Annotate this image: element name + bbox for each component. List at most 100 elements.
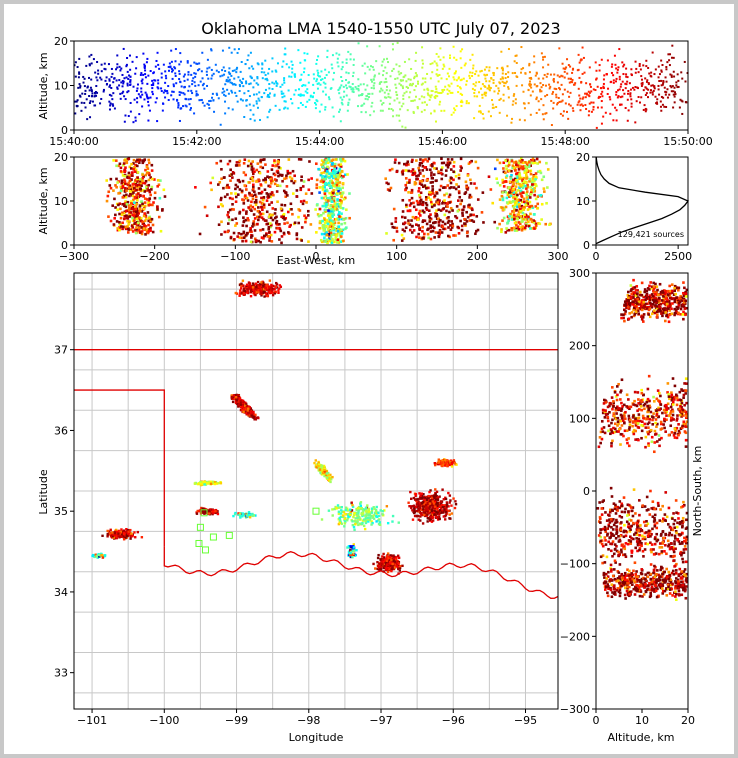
time-height-source bbox=[155, 59, 158, 62]
ew-height-source bbox=[330, 241, 334, 244]
time-height-source bbox=[429, 63, 432, 66]
ew-height-source bbox=[141, 176, 145, 180]
time-height-source bbox=[561, 93, 564, 96]
ew-height-source bbox=[306, 214, 310, 217]
time-height-ytick-label: 10 bbox=[54, 80, 68, 93]
ew-height-source bbox=[408, 204, 412, 207]
time-height-source bbox=[625, 67, 628, 70]
ew-height-source bbox=[520, 217, 524, 220]
time-height-source bbox=[247, 54, 250, 57]
time-height-source bbox=[431, 62, 434, 65]
ew-height-source bbox=[273, 159, 276, 162]
plan-view-source bbox=[429, 499, 432, 502]
time-height-source bbox=[303, 67, 306, 70]
time-height-source bbox=[257, 83, 260, 86]
ew-height-source bbox=[342, 239, 345, 243]
ew-height-source bbox=[474, 160, 478, 164]
time-height-source bbox=[529, 76, 532, 79]
ew-height-source bbox=[128, 211, 131, 214]
time-height-source bbox=[638, 101, 641, 104]
ew-height-source bbox=[287, 158, 291, 161]
ew-height-source bbox=[145, 228, 149, 231]
ew-height-source bbox=[335, 234, 338, 237]
ew-height-source bbox=[128, 190, 132, 193]
time-height-source bbox=[396, 41, 399, 44]
time-height-source bbox=[657, 76, 660, 79]
ew-height-source bbox=[469, 178, 472, 182]
ew-height-source bbox=[512, 161, 516, 164]
ew-height-source bbox=[437, 235, 441, 239]
plan-view-source bbox=[445, 501, 449, 504]
time-height-source bbox=[564, 67, 567, 70]
ew-height-source bbox=[329, 235, 333, 239]
ew-height-source bbox=[118, 220, 121, 224]
ew-height-source bbox=[241, 224, 245, 227]
ew-height-source bbox=[276, 160, 280, 163]
time-height-source bbox=[615, 67, 618, 70]
time-height-source bbox=[148, 109, 151, 112]
ew-height-source bbox=[532, 221, 536, 224]
time-height-source bbox=[681, 77, 684, 80]
ew-height-source bbox=[249, 162, 253, 166]
time-height-source bbox=[659, 100, 662, 103]
time-height-source bbox=[80, 101, 83, 104]
time-height-source bbox=[190, 89, 193, 92]
time-height-source bbox=[198, 99, 201, 102]
ew-height-source bbox=[418, 209, 422, 213]
time-height-source bbox=[157, 63, 160, 66]
ew-height-source bbox=[430, 174, 433, 177]
ew-height-source bbox=[411, 168, 415, 171]
plan-view-source bbox=[262, 291, 265, 294]
ew-height-source bbox=[135, 177, 139, 181]
ew-height-source bbox=[510, 200, 514, 204]
ew-height-source bbox=[432, 226, 436, 230]
ew-height-source bbox=[404, 177, 408, 180]
plan-view-source bbox=[234, 291, 238, 295]
time-height-source bbox=[266, 79, 269, 82]
ew-height-source bbox=[435, 167, 438, 170]
ew-height-source bbox=[445, 216, 449, 220]
time-height-source bbox=[680, 71, 683, 74]
ew-height-source bbox=[512, 178, 515, 182]
ew-height-source bbox=[139, 187, 143, 191]
ew-height-source bbox=[443, 199, 446, 202]
ew-height-source bbox=[340, 195, 343, 199]
ew-height-source bbox=[242, 171, 246, 174]
ew-height-source bbox=[147, 183, 151, 187]
ew-height-source bbox=[544, 222, 548, 226]
plan-view-source bbox=[329, 473, 332, 477]
time-height-source bbox=[609, 112, 612, 115]
ew-height-source bbox=[433, 161, 436, 165]
ew-height-source bbox=[305, 201, 308, 204]
ew-height-sources bbox=[105, 157, 552, 245]
ew-height-source bbox=[435, 179, 438, 182]
time-height-source bbox=[264, 59, 267, 62]
time-height-source bbox=[616, 71, 619, 74]
ew-height-source bbox=[134, 210, 138, 213]
time-height-source bbox=[678, 106, 681, 109]
time-height-source bbox=[660, 59, 663, 62]
time-height-source bbox=[345, 84, 348, 87]
ew-height-source bbox=[511, 166, 514, 170]
ew-height-source bbox=[341, 157, 345, 161]
ew-height-source bbox=[238, 188, 242, 191]
ew-height-source bbox=[114, 206, 117, 209]
ew-height-source bbox=[336, 241, 339, 244]
time-height-source bbox=[206, 84, 209, 87]
time-height-source bbox=[162, 102, 165, 105]
ew-height-source bbox=[500, 194, 504, 198]
time-height-source bbox=[372, 68, 375, 71]
ew-height-source bbox=[437, 221, 441, 224]
time-height-source bbox=[665, 68, 668, 71]
time-height-source bbox=[447, 84, 450, 87]
plan-view-source bbox=[254, 293, 257, 297]
plan-view-source bbox=[262, 284, 265, 287]
ew-height-source bbox=[441, 225, 445, 229]
ew-height-source bbox=[455, 216, 459, 220]
ew-height-source bbox=[252, 172, 255, 176]
time-height-source bbox=[665, 80, 668, 83]
time-height-source bbox=[382, 101, 385, 104]
time-height-source bbox=[684, 80, 687, 83]
ew-height-source bbox=[270, 168, 274, 171]
time-height-source bbox=[214, 63, 217, 66]
